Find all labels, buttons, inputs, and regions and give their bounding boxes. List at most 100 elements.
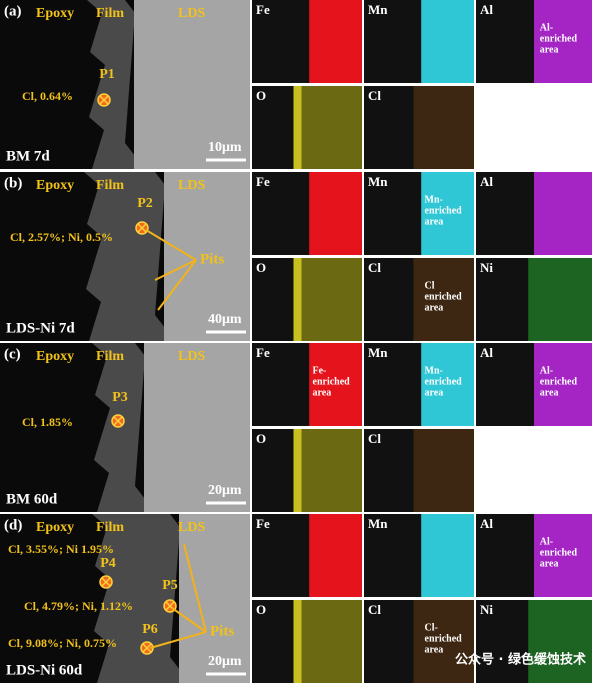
map-note: area xyxy=(313,387,332,398)
point-label: P1 xyxy=(99,67,115,82)
map-note: enriched xyxy=(425,376,463,387)
map-note: Al- xyxy=(540,365,553,376)
map-element: Cl xyxy=(368,88,381,103)
map-signal xyxy=(413,600,474,683)
map-note: Cl- xyxy=(425,622,438,633)
map-signal xyxy=(534,0,592,83)
map-element: Cl xyxy=(368,431,381,446)
map-element: Fe xyxy=(256,174,270,189)
map-signal xyxy=(421,0,474,83)
map-note: Al- xyxy=(540,536,553,547)
map-signal xyxy=(309,514,362,597)
lds-label: LDS xyxy=(178,6,205,21)
map-element: Ni xyxy=(480,260,493,275)
epoxy-label: Epoxy xyxy=(36,178,74,193)
map-note: enriched xyxy=(425,633,463,644)
map-signal xyxy=(421,514,474,597)
map-note: enriched xyxy=(540,376,578,387)
point-cross xyxy=(113,416,123,426)
map-note: Al- xyxy=(540,22,553,33)
map-element: Fe xyxy=(256,345,270,360)
panel-label: (d) xyxy=(4,517,22,533)
map-element: Ni xyxy=(480,602,493,617)
pits-label: Pits xyxy=(210,623,234,639)
map-element: Cl xyxy=(368,260,381,275)
watermark: 公众号 · 绿色缓蚀技术 xyxy=(455,652,586,668)
map-signal xyxy=(413,258,474,341)
map-element: Mn xyxy=(368,174,388,189)
map-signal-band xyxy=(293,86,302,169)
map-note: area xyxy=(540,44,559,55)
scale-label: 40μm xyxy=(208,312,242,327)
map-signal xyxy=(528,600,592,683)
map-note: area xyxy=(425,387,444,398)
sample-label: BM 60d xyxy=(6,491,58,507)
map-note: enriched xyxy=(313,376,351,387)
point-cross xyxy=(101,577,111,587)
film-label: Film xyxy=(96,520,124,535)
point-cross xyxy=(99,95,109,105)
point-note: Cl, 3.55%; Ni 1.95% xyxy=(8,542,114,556)
panel: (b) Epoxy Film LDS LDS-Ni 7d 40μm P2 Cl, 2.57%;… xyxy=(0,172,592,341)
map-signal xyxy=(309,343,362,426)
map-element: O xyxy=(256,431,266,446)
lds-region xyxy=(144,343,250,512)
map-element: Mn xyxy=(368,516,388,531)
map-signal xyxy=(534,172,592,255)
film-label: Film xyxy=(96,349,124,364)
epoxy-label: Epoxy xyxy=(36,520,74,535)
film-label: Film xyxy=(96,6,124,21)
lds-region xyxy=(134,0,250,169)
point-label: P2 xyxy=(137,196,153,211)
film-region xyxy=(87,0,135,169)
map-note: enriched xyxy=(425,205,463,216)
map-signal xyxy=(309,172,362,255)
map-signal xyxy=(528,258,592,341)
panel-label: (b) xyxy=(4,175,22,191)
panel-label: (a) xyxy=(4,3,22,19)
pits-label: Pits xyxy=(200,251,224,267)
map-note: enriched xyxy=(540,547,578,558)
scale-label: 10μm xyxy=(208,140,242,155)
map-signal xyxy=(421,172,474,255)
sample-label: LDS-Ni 7d xyxy=(6,320,75,336)
sample-label: BM 7d xyxy=(6,148,50,164)
point-cross xyxy=(137,223,147,233)
panel: (a) Epoxy Film LDS BM 7d 10μm P1 Cl, 0.64% Fe Mn A… xyxy=(0,0,592,169)
point-label: P5 xyxy=(162,578,178,593)
point-note: Cl, 9.08%; Ni, 0.75% xyxy=(8,636,117,650)
sample-label: LDS-Ni 60d xyxy=(6,662,83,678)
lds-region xyxy=(179,514,250,683)
film-region xyxy=(84,172,165,341)
map-element: Fe xyxy=(256,2,270,17)
epoxy-label: Epoxy xyxy=(36,349,74,364)
map-element: O xyxy=(256,260,266,275)
map-note: enriched xyxy=(540,33,578,44)
map-signal xyxy=(301,258,362,341)
map-note: area xyxy=(425,644,444,655)
map-element: O xyxy=(256,88,266,103)
panel-label: (c) xyxy=(4,346,21,362)
point-note: Cl, 4.79%; Ni, 1.12% xyxy=(24,599,133,613)
map-signal xyxy=(534,343,592,426)
point-cross xyxy=(142,643,152,653)
pits-arrow xyxy=(171,607,207,633)
map-signal-band xyxy=(293,258,302,341)
map-signal xyxy=(413,86,474,169)
point-note: Cl, 0.64% xyxy=(22,89,73,103)
map-element: Mn xyxy=(368,2,388,17)
map-note: area xyxy=(425,216,444,227)
lds-label: LDS xyxy=(178,349,205,364)
map-element: Al xyxy=(480,516,493,531)
map-note: Mn- xyxy=(425,194,443,205)
map-note: enriched xyxy=(425,291,463,302)
map-note: Fe- xyxy=(313,365,327,376)
film-region xyxy=(92,514,180,683)
map-signal xyxy=(413,429,474,512)
point-note: Cl, 2.57%; Ni, 0.5% xyxy=(10,230,113,244)
pits-arrow xyxy=(183,543,207,633)
map-element: O xyxy=(256,602,266,617)
scale-label: 20μm xyxy=(208,654,242,669)
